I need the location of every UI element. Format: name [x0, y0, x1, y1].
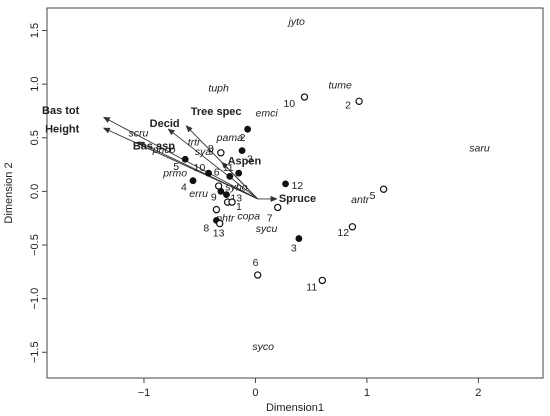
y-tick-label: −1.5 — [29, 341, 41, 363]
species-label: emci — [255, 107, 278, 119]
x-axis-title: Dimension1 — [266, 402, 324, 414]
point-label: 6 — [253, 257, 259, 269]
point-label: 5 — [370, 190, 376, 202]
point-label: 4 — [181, 182, 187, 194]
species-label: syal — [195, 146, 214, 158]
x-tick-label: 2 — [475, 387, 481, 399]
filled-point — [295, 235, 303, 242]
point-label: 6 — [214, 166, 220, 178]
point-label: 3 — [291, 243, 297, 255]
species-label: phco — [152, 144, 176, 156]
x-tick-label: 1 — [364, 387, 370, 399]
y-axis-title: Dimension 2 — [3, 162, 15, 223]
open-point — [348, 223, 357, 231]
y-tick-label: −0.5 — [29, 234, 41, 256]
filled-point — [226, 172, 234, 180]
filled-point — [181, 155, 189, 163]
point-label: 10 — [283, 98, 295, 110]
species-label: scru — [128, 128, 148, 140]
point-label: 10 — [194, 162, 206, 174]
species-label: antr — [351, 194, 370, 206]
point-label: 13 — [213, 228, 225, 240]
vector-label: Bas tot — [42, 105, 80, 117]
vector-label: Spruce — [279, 193, 316, 205]
point-label: 1 — [236, 201, 242, 213]
species-label: erru — [189, 188, 208, 200]
open-point — [318, 276, 327, 285]
x-tick-label: −1 — [138, 387, 151, 399]
species-label: tume — [328, 79, 352, 91]
vector-label: Bas asp — [133, 141, 175, 153]
y-tick-label: 1.5 — [29, 23, 41, 38]
point-label: 11 — [306, 281, 317, 293]
y-tick-label: 0.5 — [29, 130, 41, 145]
species-label: saru — [469, 143, 490, 155]
open-point — [355, 97, 363, 106]
open-point — [300, 93, 309, 101]
y-tick-label: −1.0 — [29, 288, 41, 310]
x-tick-label: 0 — [252, 387, 258, 399]
point-label: 7 — [267, 212, 273, 224]
open-point — [228, 198, 236, 206]
point-label: 12 — [292, 180, 304, 192]
open-point — [212, 205, 221, 214]
y-tick-label: 1.0 — [29, 76, 41, 91]
vector-arrow — [137, 141, 258, 200]
vector-arrow — [167, 128, 258, 200]
point-label: 11 — [223, 162, 234, 174]
vector-label: Aspen — [228, 156, 262, 168]
filled-point — [235, 169, 243, 177]
species-label: pama — [216, 132, 243, 144]
vector-arrow — [102, 116, 258, 200]
point-label: 2 — [240, 132, 246, 144]
species-label: copa — [237, 210, 260, 222]
vector-arrow — [221, 161, 258, 200]
species-label: tuph — [208, 83, 229, 95]
open-point — [217, 149, 225, 157]
species-label: syco — [252, 341, 274, 353]
point-label: 12 — [337, 227, 349, 239]
y-tick-label: 0.0 — [29, 184, 41, 199]
filled-point — [238, 147, 246, 155]
vector-label: Decid — [150, 118, 180, 130]
filled-point — [217, 187, 225, 195]
plot-frame — [46, 7, 544, 379]
open-point — [253, 271, 262, 279]
open-point — [214, 182, 223, 190]
point-label: 5 — [173, 161, 179, 173]
species-label: jyto — [287, 16, 306, 28]
vector-label: Height — [45, 123, 80, 135]
point-label: 9 — [211, 191, 217, 203]
species-label: prmo — [162, 167, 187, 179]
point-label: 2 — [345, 99, 351, 111]
vector-label: Tree spec — [191, 106, 242, 118]
species-label: sybo — [225, 181, 247, 193]
open-point — [274, 203, 282, 212]
open-point — [216, 219, 224, 228]
point-label: 8 — [208, 143, 214, 155]
filled-point — [189, 177, 197, 185]
point-label: 13 — [230, 193, 242, 205]
filled-point — [244, 125, 252, 133]
species-label: trtr — [188, 136, 201, 148]
point-label: 8 — [203, 222, 209, 234]
point-label: 3 — [247, 154, 253, 166]
filled-point — [205, 169, 213, 177]
filled-point — [223, 191, 230, 199]
open-point — [379, 185, 388, 193]
filled-point — [282, 180, 289, 188]
species-label: sycu — [256, 223, 278, 235]
